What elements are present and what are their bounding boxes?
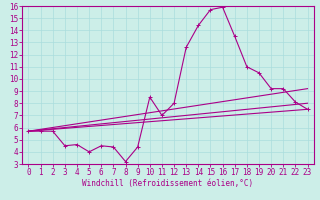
X-axis label: Windchill (Refroidissement éolien,°C): Windchill (Refroidissement éolien,°C)	[83, 179, 253, 188]
